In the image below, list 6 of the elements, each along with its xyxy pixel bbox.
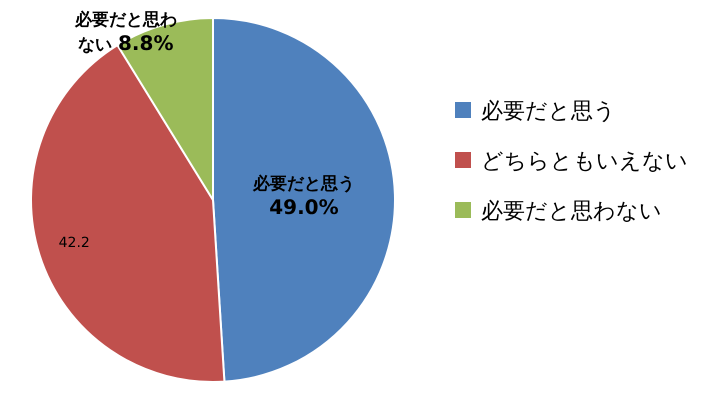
data-label: 必要だと思う 49.0% (252, 174, 355, 220)
legend-label: どちらともいえない (481, 149, 688, 174)
data-label: 42.2 (58, 235, 91, 253)
legend-label: 必要だと思わない (481, 199, 662, 224)
legend-label: 必要だと思う (481, 99, 616, 124)
data-label: 必要だと思わない 8.8% (74, 10, 177, 56)
